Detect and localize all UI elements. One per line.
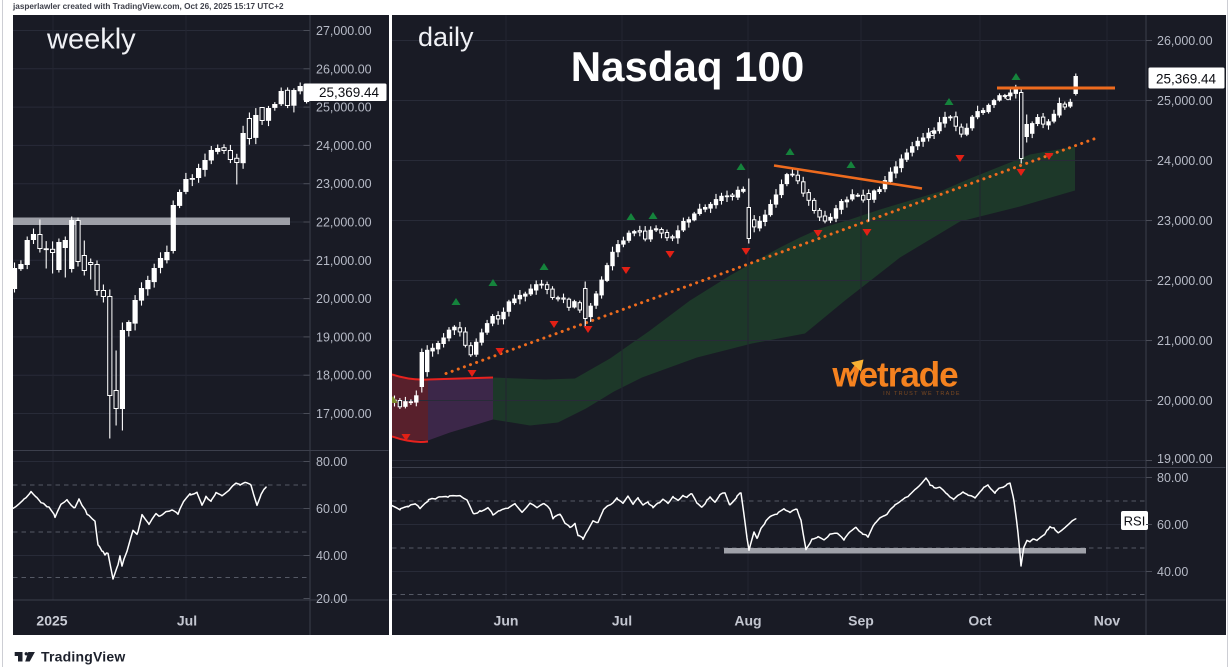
svg-text:Jul: Jul (612, 612, 632, 628)
svg-text:21,000.00: 21,000.00 (1157, 334, 1213, 348)
svg-text:IN TRUST WE TRADE: IN TRUST WE TRADE (883, 391, 961, 397)
svg-text:23,000.00: 23,000.00 (1157, 214, 1213, 228)
svg-text:22,000.00: 22,000.00 (316, 215, 372, 229)
svg-text:Nasdaq 100: Nasdaq 100 (571, 43, 804, 90)
svg-text:daily: daily (418, 22, 474, 52)
svg-text:26,000.00: 26,000.00 (1157, 34, 1213, 48)
svg-text:20,000.00: 20,000.00 (1157, 394, 1213, 408)
svg-text:20,000.00: 20,000.00 (316, 292, 372, 306)
svg-text:Jul: Jul (177, 612, 197, 628)
svg-text:27,000.00: 27,000.00 (316, 24, 372, 38)
svg-text:60.00: 60.00 (1157, 518, 1188, 532)
svg-text:Sep: Sep (848, 612, 874, 628)
svg-text:20.00: 20.00 (316, 592, 347, 606)
svg-text:40.00: 40.00 (316, 549, 347, 563)
svg-text:25,369.44: 25,369.44 (319, 85, 380, 100)
svg-text:Nov: Nov (1094, 612, 1121, 628)
svg-text:Oct: Oct (968, 612, 992, 628)
svg-text:18,000.00: 18,000.00 (316, 368, 372, 382)
svg-text:80.00: 80.00 (316, 455, 347, 469)
svg-text:17,000.00: 17,000.00 (316, 407, 372, 421)
svg-text:25,000.00: 25,000.00 (1157, 94, 1213, 108)
svg-text:40.00: 40.00 (1157, 565, 1188, 579)
svg-text:21,000.00: 21,000.00 (316, 253, 372, 267)
svg-text:24,000.00: 24,000.00 (316, 138, 372, 152)
svg-text:24,000.00: 24,000.00 (1157, 154, 1213, 168)
svg-text:RSI: RSI (1124, 513, 1146, 528)
svg-text:TradingView: TradingView (41, 649, 125, 665)
svg-text:weekly: weekly (46, 23, 136, 55)
svg-text:25,369.44: 25,369.44 (1156, 71, 1217, 86)
svg-text:wetrade: wetrade (831, 355, 958, 394)
svg-text:19,000.00: 19,000.00 (316, 330, 372, 344)
svg-text:80.00: 80.00 (1157, 471, 1188, 485)
svg-text:2025: 2025 (36, 612, 67, 628)
svg-text:23,000.00: 23,000.00 (316, 177, 372, 191)
svg-text:60.00: 60.00 (316, 502, 347, 516)
svg-text:Jun: Jun (494, 612, 519, 628)
svg-text:25,000.00: 25,000.00 (316, 100, 372, 114)
svg-text:26,000.00: 26,000.00 (316, 62, 372, 76)
svg-text:22,000.00: 22,000.00 (1157, 274, 1213, 288)
svg-text:19,000.00: 19,000.00 (1157, 452, 1213, 466)
svg-text:Aug: Aug (734, 612, 761, 628)
